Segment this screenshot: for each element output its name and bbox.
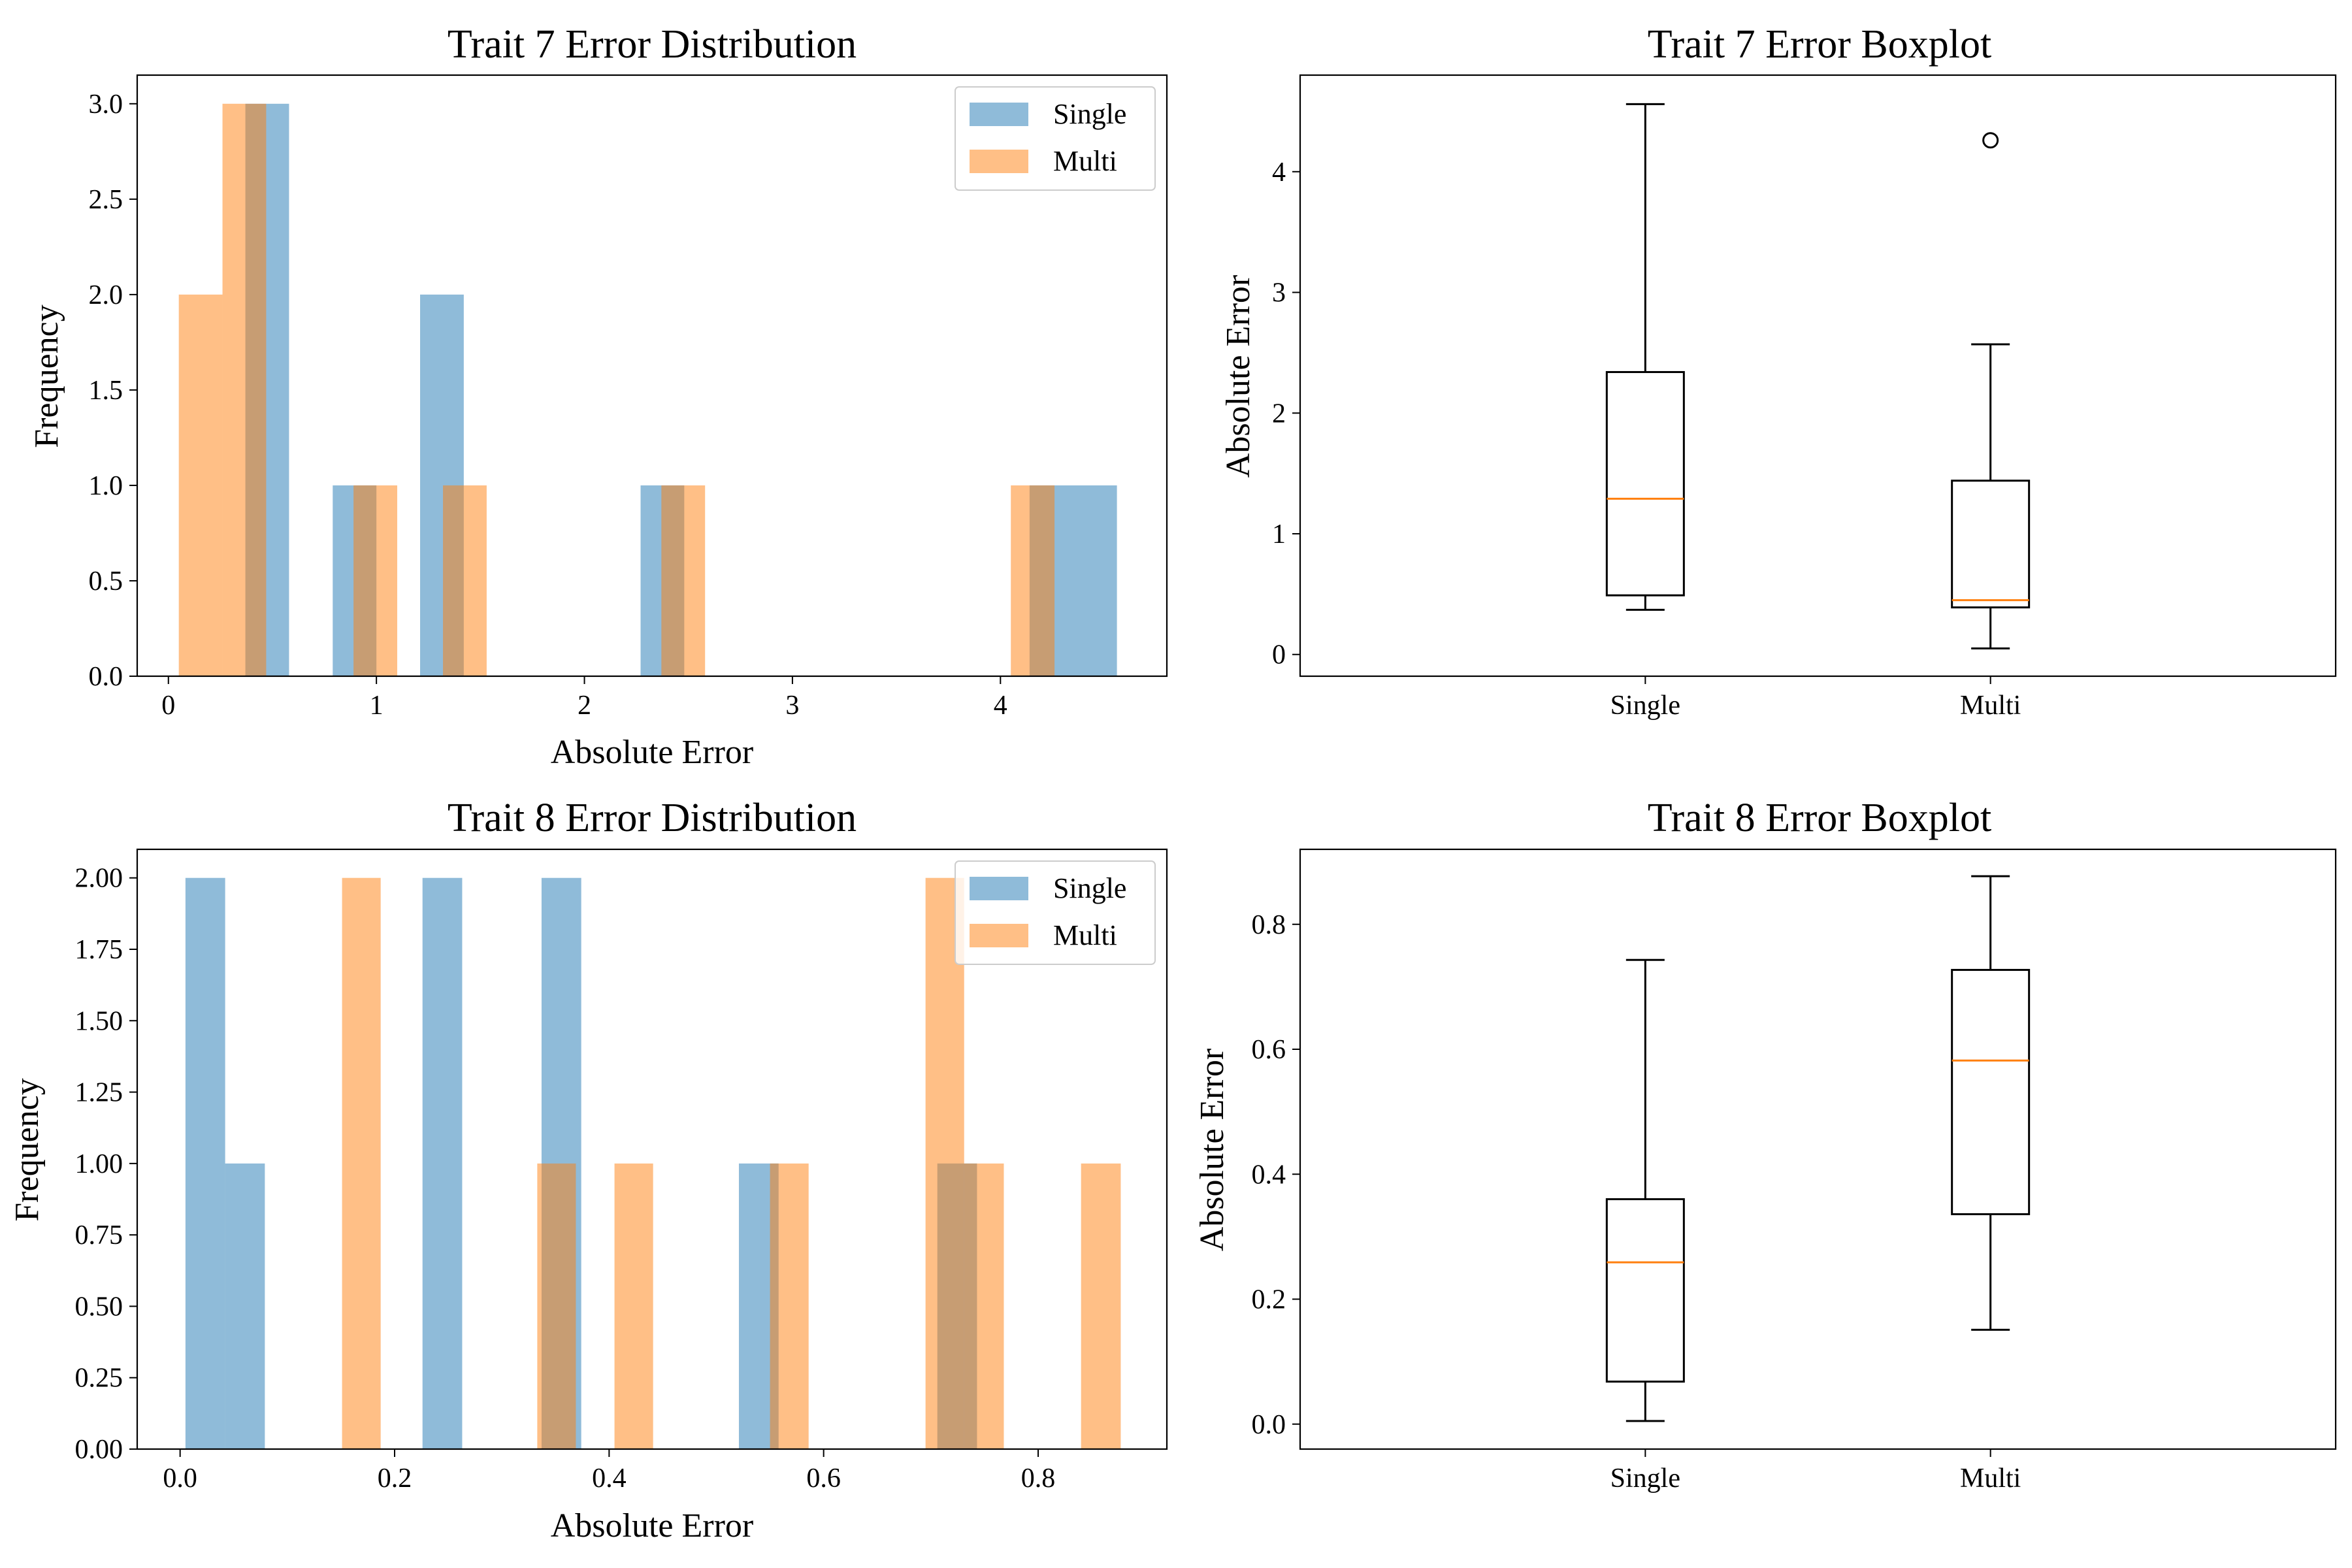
legend-swatch [970,150,1028,173]
x-axis-label: Absolute Error [551,734,753,771]
legend-label: Multi [1053,145,1117,177]
y-tick-label: 3 [1272,278,1286,308]
histogram-bar [661,485,706,676]
legend: Single Multi [955,860,1156,965]
x-tick-label: Multi [1960,1463,2021,1494]
outlier-point [1982,132,1999,149]
x-tick-label: 3 [785,691,799,721]
y-axis-label: Absolute Error [1194,1049,1231,1251]
x-tick-label: 0.6 [806,1463,841,1494]
histogram-bar [342,877,381,1449]
y-tick-label: 3.0 [89,90,123,120]
y-tick-label: 1.00 [75,1149,123,1179]
trait8-boxplot-panel: Trait 8 Error Boxplot Absolute Error Sin… [1194,796,2337,1494]
y-axis-label: Frequency [8,1078,46,1221]
y-axis-label: Absolute Error [1220,275,1257,478]
y-tick-label: 1.25 [75,1078,123,1108]
y-tick-label: 4 [1272,157,1286,188]
histogram-bar [222,103,267,677]
box-multi [1951,132,2031,650]
y-tick-label: 2 [1272,399,1286,429]
x-tick-label: 0.8 [1021,1463,1056,1494]
chart-title: Trait 7 Error Boxplot [1648,22,1991,67]
x-tick-label: 0.2 [378,1463,412,1494]
y-tick-label: 2.5 [89,185,123,215]
y-tick-label: 0.4 [1252,1160,1286,1190]
histogram-bar [353,485,397,676]
iqr-box [1951,969,2031,1215]
y-tick-label: 1 [1272,519,1286,549]
plot-frame [1299,74,2337,678]
legend-label: Single [1053,872,1126,904]
y-tick-label: 2.00 [75,864,123,894]
trait8-histogram-panel: Trait 8 Error Distribution Absolute Erro… [8,796,1168,1544]
x-tick-label: Multi [1960,691,2021,721]
y-tick-label: 0 [1272,640,1286,670]
y-tick-label: 1.50 [75,1006,123,1036]
histogram-bar [537,1163,576,1449]
x-tick-label: 0.0 [163,1463,197,1494]
y-tick-label: 1.5 [89,376,123,406]
y-tick-label: 0.8 [1252,910,1286,940]
trait7-boxplot-panel: Trait 7 Error Boxplot Absolute Error Sin… [1220,22,2337,721]
histogram-bar [185,877,225,1449]
iqr-box [1951,480,2031,609]
legend-label: Single [1053,98,1126,130]
x-tick-label: 0 [161,691,175,721]
box-multi [1951,875,2031,1331]
plot-frame [136,848,1168,1450]
y-tick-label: 0.25 [75,1364,123,1394]
x-tick-label: 1 [370,691,384,721]
legend: Single Multi [955,86,1156,191]
y-tick-label: 0.2 [1252,1285,1286,1315]
iqr-box [1605,370,1685,596]
y-tick-label: 0.75 [75,1220,123,1250]
y-tick-label: 0.5 [89,566,123,596]
x-axis-label: Absolute Error [551,1507,753,1544]
y-tick-label: 2.0 [89,280,123,310]
plot-frame [136,74,1168,678]
y-tick-label: 0.00 [75,1435,123,1465]
histogram-bar [1011,485,1055,676]
x-tick-label: Single [1610,1463,1680,1494]
x-tick-label: 0.4 [592,1463,627,1494]
x-tick-label: 2 [578,691,591,721]
histogram-bar [443,485,487,676]
histogram-bar [770,1163,809,1449]
x-tick-label: 4 [994,691,1007,721]
legend-label: Multi [1053,919,1117,951]
histogram-bar [225,1163,265,1449]
y-tick-label: 1.0 [89,471,123,501]
iqr-box [1605,1198,1685,1383]
histogram-bar [925,877,964,1449]
chart-title: Trait 8 Error Boxplot [1648,796,1991,840]
legend-swatch [970,103,1028,126]
y-tick-label: 0.50 [75,1292,123,1322]
histogram-bar [178,294,223,676]
box-single [1605,958,1685,1422]
histogram-bar [1081,1163,1121,1449]
box-single [1605,103,1685,611]
y-tick-label: 0.0 [89,662,123,692]
histogram-bar [614,1163,653,1449]
legend-swatch [970,924,1028,947]
legend-swatch [970,877,1028,900]
y-axis-label: Frequency [28,304,65,448]
histogram-bar [422,877,463,1449]
chart-title: Trait 7 Error Distribution [448,22,857,67]
chart-title: Trait 8 Error Distribution [448,796,857,840]
y-tick-label: 1.75 [75,935,123,965]
y-tick-label: 0.0 [1252,1410,1286,1440]
x-tick-label: Single [1610,691,1680,721]
y-tick-label: 0.6 [1252,1035,1286,1065]
histogram-bar [964,1163,1004,1449]
trait7-histogram-panel: Trait 7 Error Distribution Absolute Erro… [28,22,1168,771]
plot-frame [1299,848,2337,1450]
